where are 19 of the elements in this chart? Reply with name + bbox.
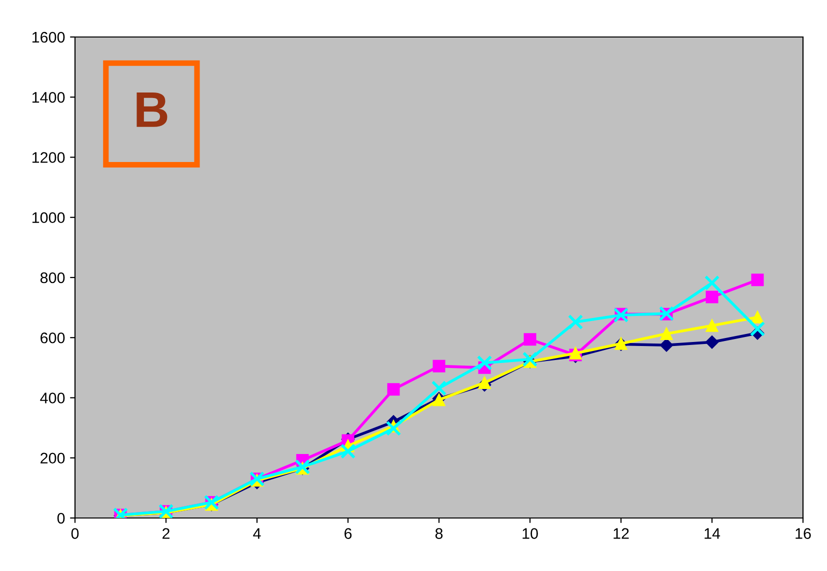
x-tick-label: 4: [253, 528, 261, 539]
x-tick-label: 2: [162, 528, 170, 539]
y-tick-label: 800: [40, 272, 65, 284]
y-tick-label: 400: [40, 392, 65, 404]
x-tick-label: 14: [704, 528, 720, 539]
x-tick-label: 0: [71, 528, 79, 539]
y-tick-label: 1600: [32, 32, 65, 43]
x-tick-label: 10: [522, 528, 538, 539]
x-tick-label: 16: [796, 528, 811, 539]
y-tick-label: 200: [40, 452, 65, 464]
y-tick-label: 1000: [32, 212, 65, 224]
x-tick-label: 12: [614, 528, 629, 539]
x-tick-label: 8: [435, 528, 443, 539]
y-tick-label: 600: [40, 332, 65, 344]
y-tick-label: 0: [57, 512, 65, 524]
y-tick-label: 1200: [32, 152, 65, 163]
y-tick-label: 1400: [32, 92, 65, 103]
annotation: B: [136, 92, 168, 127]
x-tick-label: 6: [344, 528, 352, 539]
